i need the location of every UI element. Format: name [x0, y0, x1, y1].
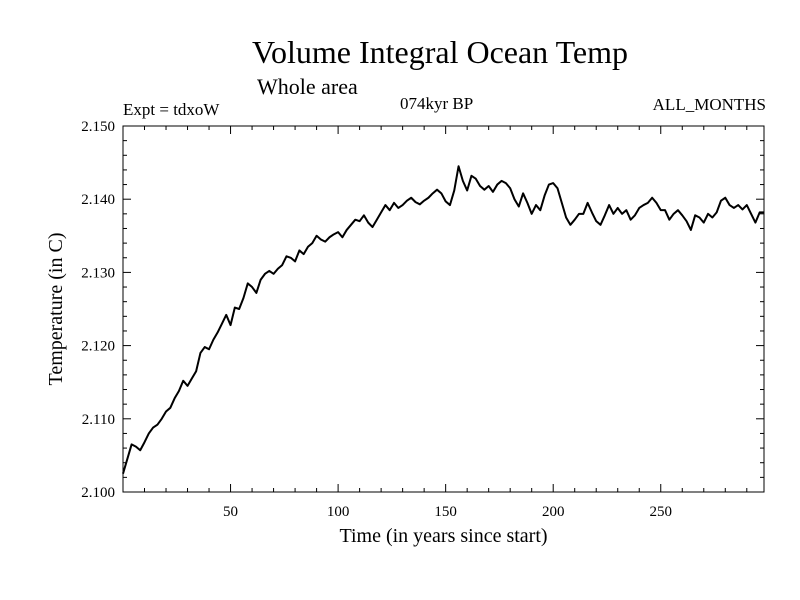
- x-axis-label: Time (in years since start): [339, 525, 547, 547]
- y-tick-label: 2.150: [81, 119, 115, 135]
- y-tick-label: 2.140: [81, 192, 115, 208]
- chart-title: Volume Integral Ocean Temp: [251, 34, 628, 70]
- x-tick-label: 250: [650, 504, 673, 520]
- x-tick-label: 200: [542, 504, 565, 520]
- tick-labels: 50 100 150 200 250 2.100 2.110 2.120 2.130 2.140 2…: [81, 119, 672, 520]
- chart-subtitle: Whole area: [257, 74, 358, 99]
- y-tick-label: 2.120: [81, 339, 115, 355]
- y-tick-label: 2.110: [82, 412, 115, 428]
- x-tick-label: 150: [434, 504, 457, 520]
- y-tick-label: 2.100: [81, 485, 115, 501]
- months-label: ALL_MONTHS: [652, 95, 766, 114]
- axis-ticks: [123, 126, 764, 492]
- x-tick-label: 50: [223, 504, 238, 520]
- y-axis-label: Temperature (in C): [45, 233, 67, 386]
- period-label: 074kyr BP: [400, 94, 474, 113]
- x-tick-label: 100: [327, 504, 350, 520]
- experiment-label: Expt = tdxoW: [123, 100, 220, 119]
- y-tick-label: 2.130: [81, 265, 115, 281]
- plot-frame: [122, 125, 765, 493]
- series-line: [122, 165, 764, 474]
- series-group: [122, 165, 764, 474]
